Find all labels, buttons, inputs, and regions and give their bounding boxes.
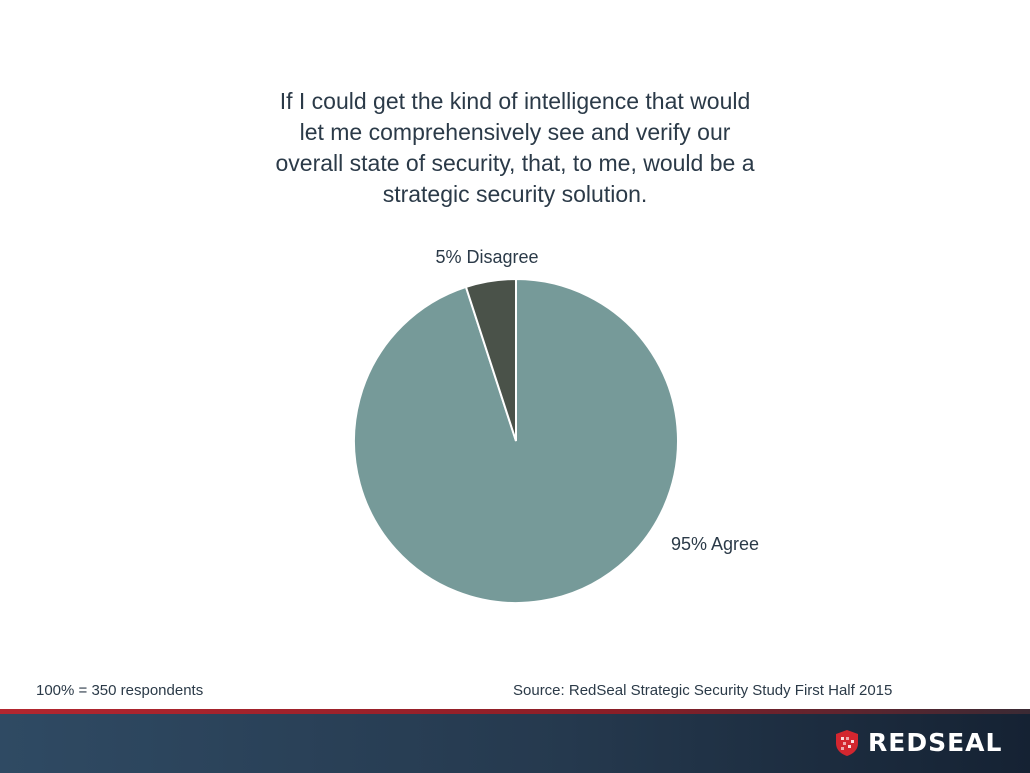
chart-title-line: let me comprehensively see and verify ou… [299, 119, 731, 145]
chart-title: If I could get the kind of intelligence … [215, 86, 815, 210]
footer-band [0, 714, 1030, 773]
slice-label-agree: 95% Agree [671, 534, 759, 554]
slice-label-disagree: 5% Disagree [435, 247, 538, 267]
source-note: Source: RedSeal Strategic Security Study… [513, 682, 893, 699]
shield-icon [836, 730, 858, 756]
redseal-logo: REDSEAL [834, 728, 1002, 758]
chart-title-line: If I could get the kind of intelligence … [279, 88, 751, 114]
logo-wordmark: REDSEAL [868, 728, 1003, 757]
respondents-note: 100% = 350 respondents [36, 682, 204, 699]
chart-title-line: strategic security solution. [382, 181, 648, 207]
pie-slice-disagree [464, 277, 517, 442]
footer-accent-bar [0, 709, 1030, 714]
chart-title-line: overall state of security, that, to me, … [275, 150, 755, 176]
